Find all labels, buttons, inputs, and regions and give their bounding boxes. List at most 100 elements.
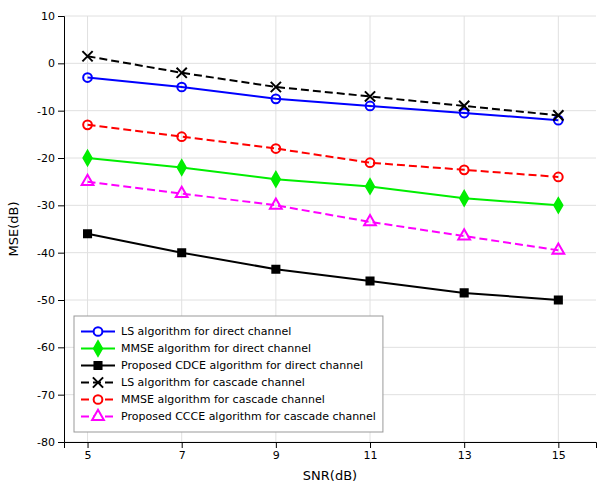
y-tick-mark	[58, 158, 64, 159]
plot-root: 5 7 9 11 13 15 -80 -70 -60 -50 -40 -30 -20 -10 0 10 SNR(…	[6, 10, 597, 483]
y-tick-mark	[58, 16, 64, 17]
y-tick-mark	[58, 63, 64, 64]
series-marker	[177, 83, 186, 92]
y-tick-label: -10	[37, 105, 55, 118]
series-marker	[364, 215, 376, 225]
legend-label: LS algorithm for direct channel	[121, 325, 291, 338]
y-axis: -80 -70 -60 -50 -40 -30 -20 -10 0 10	[37, 10, 64, 449]
series-marker	[366, 102, 375, 111]
y-tick: -80	[37, 436, 64, 449]
series-line	[88, 78, 559, 121]
legend-label: LS algorithm for cascade channel	[121, 376, 305, 389]
series-line	[88, 56, 559, 115]
series-marker	[83, 151, 91, 165]
grid-line-y	[64, 300, 596, 301]
series-marker	[176, 187, 188, 197]
y-tick: -70	[37, 389, 64, 402]
x-tick-label: 5	[85, 449, 92, 462]
series	[83, 120, 563, 181]
y-tick-mark	[58, 300, 64, 301]
series	[83, 151, 562, 213]
y-axis-line	[58, 17, 65, 443]
series-marker	[460, 191, 468, 205]
x-axis: 5 7 9 11 13 15	[65, 442, 597, 462]
grid-line-y	[64, 63, 596, 64]
series-marker	[553, 110, 563, 120]
series-marker	[270, 199, 282, 209]
y-tick-label: -50	[37, 294, 55, 307]
y-tick-label: -40	[37, 247, 55, 260]
legend-item: LS algorithm for cascade channel	[81, 376, 305, 389]
legend-swatch-marker	[93, 377, 103, 387]
y-tick-label: -70	[37, 389, 55, 402]
series-line	[88, 234, 559, 300]
legend-box	[74, 316, 383, 432]
y-tick-label: 10	[41, 10, 55, 23]
series-marker	[177, 68, 187, 78]
y-tick-label: -80	[37, 436, 55, 449]
data-layer	[82, 51, 565, 303]
y-tick-mark	[58, 395, 64, 396]
y-tick: -40	[37, 247, 64, 260]
series-marker	[458, 229, 470, 239]
legend-item: MMSE algorithm for cascade channel	[81, 393, 325, 406]
x-tick: 11	[364, 442, 378, 462]
x-tick: 7	[179, 442, 186, 462]
legend-label: MMSE algorithm for cascade channel	[121, 393, 325, 406]
legend-item: LS algorithm for direct channel	[81, 325, 291, 338]
grid	[64, 16, 596, 442]
chart: 5 7 9 11 13 15 -80 -70 -60 -50 -40 -30 -20 -10 0 10 SNR(…	[0, 0, 616, 492]
y-tick: -20	[37, 152, 64, 165]
x-tick: 9	[273, 442, 280, 462]
legend-swatch-marker	[92, 410, 104, 420]
y-tick: -10	[37, 105, 64, 118]
x-axis-title: SNR(dB)	[303, 468, 357, 483]
x-tick-label: 13	[458, 449, 472, 462]
x-tick-label: 7	[179, 449, 186, 462]
series-line	[88, 182, 559, 251]
series-marker	[271, 82, 281, 92]
legend-swatch-marker	[94, 327, 103, 336]
x-tick-mark	[558, 442, 559, 448]
series	[84, 230, 562, 303]
legend-label: Proposed CCCE algorithm for cascade chan…	[121, 410, 376, 423]
x-tick-mark	[276, 442, 277, 448]
y-tick: -30	[37, 199, 64, 212]
y-tick-label: -30	[37, 199, 55, 212]
series-marker	[271, 94, 280, 103]
x-tick-label: 11	[364, 449, 378, 462]
series-marker	[554, 198, 562, 212]
x-tick: 13	[458, 442, 472, 462]
legend-item: Proposed CCCE algorithm for cascade chan…	[81, 410, 376, 424]
y-tick-label: 0	[48, 57, 55, 70]
series-line	[88, 158, 559, 205]
series-marker	[554, 173, 563, 182]
series-marker	[178, 160, 186, 174]
y-tick: -50	[37, 294, 64, 307]
series-marker	[366, 179, 374, 193]
series-marker	[552, 244, 564, 254]
series	[82, 51, 563, 120]
series-marker	[84, 230, 91, 237]
legend-swatch-marker	[94, 362, 101, 369]
x-tick-label: 9	[273, 449, 280, 462]
series-marker	[178, 249, 185, 256]
legend-item: Proposed CDCE algorithm for direct chann…	[81, 359, 363, 372]
series-marker	[177, 132, 186, 141]
y-tick-mark	[58, 205, 64, 206]
grid-line-y	[64, 16, 596, 17]
y-tick-mark	[58, 347, 64, 348]
legend-swatch-marker	[94, 341, 102, 355]
x-tick: 15	[552, 442, 566, 462]
x-tick: 5	[85, 442, 92, 462]
grid-line-y	[64, 205, 596, 206]
series-marker	[555, 296, 562, 303]
series	[83, 73, 563, 124]
legend-label: Proposed CDCE algorithm for direct chann…	[121, 359, 363, 372]
series	[82, 175, 565, 254]
series-marker	[459, 101, 469, 111]
y-tick: -60	[37, 341, 64, 354]
y-tick-label: -20	[37, 152, 55, 165]
x-tick-mark	[464, 442, 465, 448]
series-marker	[460, 165, 469, 174]
